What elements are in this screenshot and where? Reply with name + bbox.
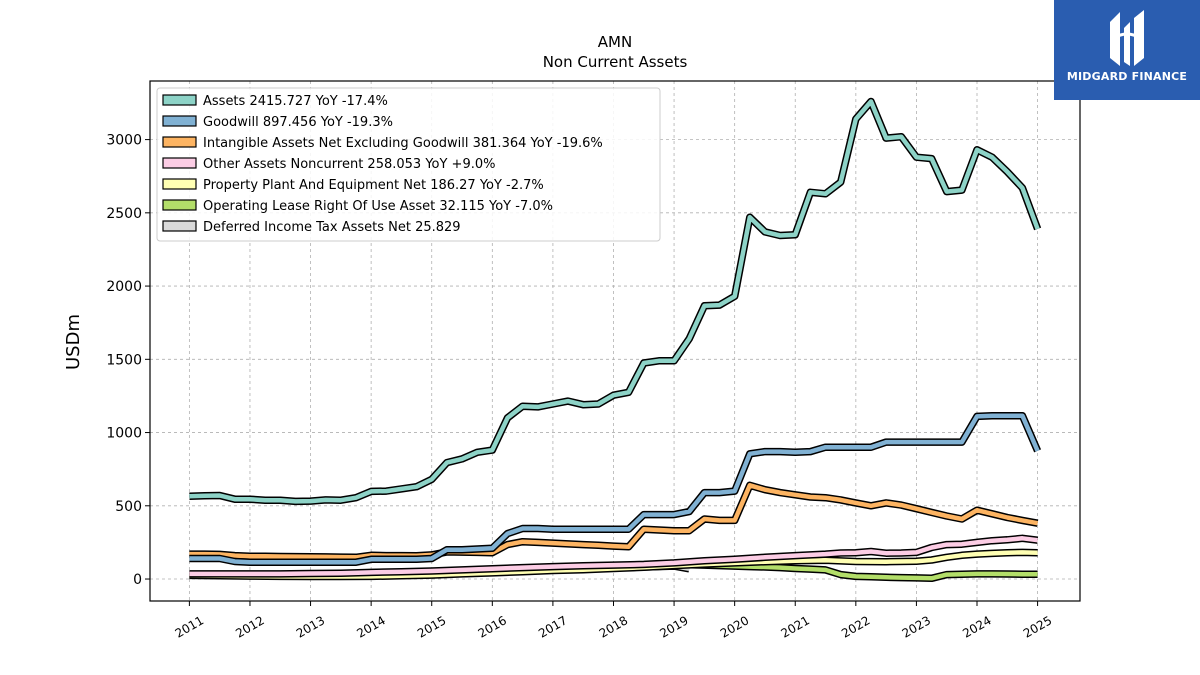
x-tick-label: 2023 [900,613,933,640]
legend-swatch [162,220,197,232]
x-tick-label: 2025 [1021,613,1054,640]
x-tick-label: 2021 [779,613,812,640]
series-line [189,99,1040,504]
x-tick-label: 2011 [173,613,206,640]
series-line [189,536,1038,577]
y-axis-label: USDm [63,314,84,370]
y-tick-label: 500 [115,499,142,515]
x-tick-label: 2019 [657,613,690,640]
y-tick-label: 3000 [106,133,142,149]
y-tick-label: 1000 [106,426,142,442]
x-tick-label: 2014 [354,613,387,640]
series-lines [189,97,1042,583]
legend-swatch [162,136,197,148]
y-tick-label: 1500 [106,352,142,368]
legend-entry: Deferred Income Tax Assets Net 25.829 [203,220,461,235]
legend-swatch [162,157,197,169]
x-tick-label: 2024 [960,613,993,640]
legend-entry: Other Assets Noncurrent 258.053 YoY +9.0… [203,157,495,172]
legend-entry: Assets 2415.727 YoY -17.4% [203,94,388,109]
chart-title: AMN [598,33,632,51]
legend-swatch [162,178,197,190]
plot-frame [149,80,1081,602]
x-tick-label: 2022 [839,613,872,640]
chart-subtitle: Non Current Assets [543,53,688,71]
legend-entry: Operating Lease Right Of Use Asset 32.11… [203,199,553,214]
legend-swatch [162,115,197,127]
x-tick-label: 2020 [718,613,751,640]
brand-watermark: MIDGARD FINANCE [1054,0,1200,100]
legend: Assets 2415.727 YoY -17.4% Goodwill 897.4… [156,87,661,242]
series-line [189,413,1040,565]
legend-swatch [162,94,197,106]
x-tick-label: 2017 [536,613,569,640]
brand-name: MIDGARD FINANCE [1066,70,1188,83]
x-tick-label: 2012 [233,613,266,640]
y-tick-label: 0 [133,572,142,588]
legend-entry: Goodwill 897.456 YoY -19.3% [203,115,393,130]
y-tick-label: 2500 [106,206,142,222]
x-tick-label: 2018 [597,613,630,640]
midgard-logo-icon [1110,10,1144,66]
x-tick-label: 2016 [476,613,509,640]
series-line [189,483,1039,560]
legend-box [156,87,661,242]
legend-swatch [162,199,197,211]
y-tick-label: 2000 [106,279,142,295]
legend-entry: Intangible Assets Net Excluding Goodwill… [203,136,603,151]
x-tick-label: 2013 [294,613,327,640]
x-tick-label: 2015 [415,613,448,640]
legend-entry: Property Plant And Equipment Net 186.27 … [203,178,544,193]
